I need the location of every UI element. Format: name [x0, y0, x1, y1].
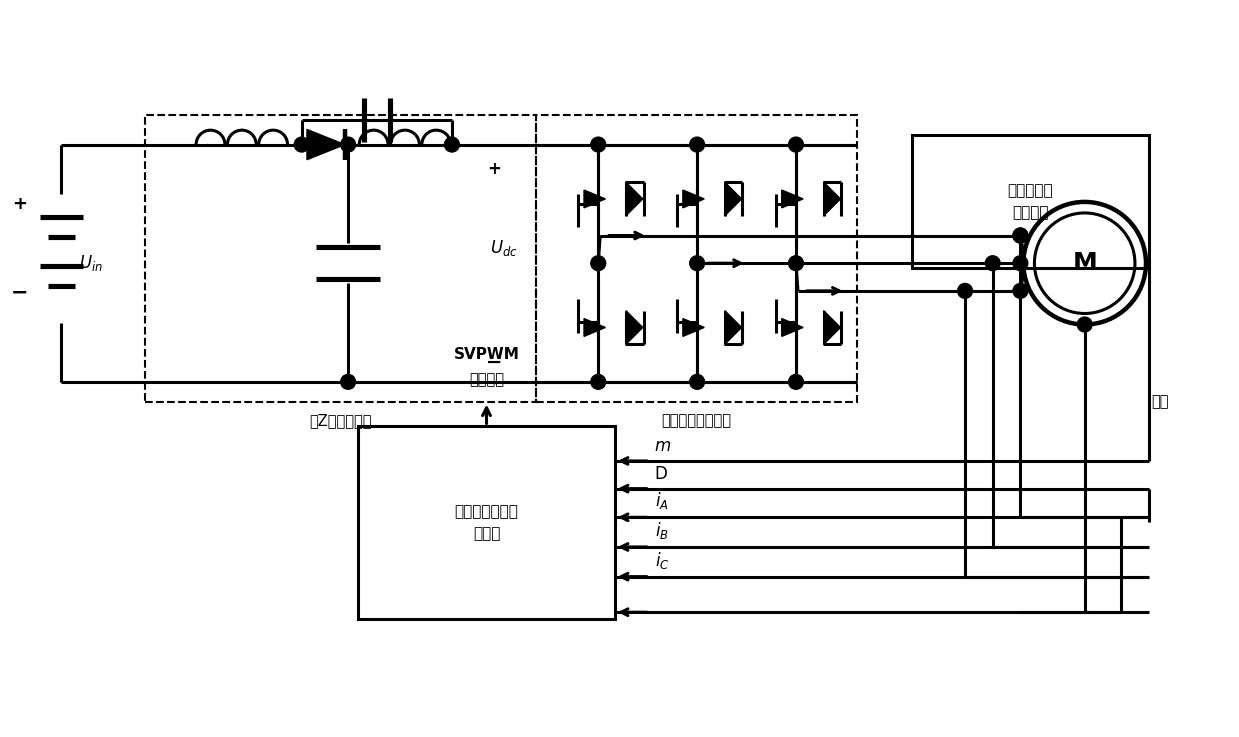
Circle shape — [1014, 228, 1028, 243]
Circle shape — [788, 137, 803, 152]
Text: +: + — [487, 160, 501, 178]
Circle shape — [341, 374, 356, 389]
Text: 最优升降压
控制系统: 最优升降压 控制系统 — [1007, 183, 1053, 220]
Polygon shape — [584, 190, 606, 208]
Circle shape — [294, 137, 309, 152]
Polygon shape — [782, 190, 803, 208]
Bar — [145, 115, 536, 402]
Polygon shape — [725, 311, 742, 344]
Text: $U_{dc}$: $U_{dc}$ — [489, 238, 518, 259]
Text: 交流电机矢量控
制系统: 交流电机矢量控 制系统 — [455, 504, 518, 542]
Text: +: + — [12, 195, 27, 213]
Circle shape — [690, 256, 705, 270]
Text: $U_{in}$: $U_{in}$ — [79, 254, 103, 273]
Text: $i_{C}$: $i_{C}$ — [654, 550, 669, 570]
Circle shape — [591, 137, 606, 152]
Circle shape — [690, 137, 705, 152]
Text: $i_{A}$: $i_{A}$ — [654, 490, 668, 511]
Circle shape — [1014, 284, 1028, 298]
Circle shape — [445, 137, 460, 152]
Circle shape — [985, 256, 1000, 270]
Circle shape — [1014, 256, 1028, 270]
Polygon shape — [782, 318, 803, 336]
Bar — [358, 426, 615, 619]
Text: 三相电压型逆变器: 三相电压型逆变器 — [662, 413, 731, 428]
Circle shape — [341, 137, 356, 152]
Polygon shape — [824, 182, 840, 216]
Polygon shape — [584, 318, 606, 336]
Circle shape — [591, 256, 606, 270]
Polygon shape — [824, 311, 840, 344]
Polygon shape — [626, 311, 643, 344]
Circle shape — [1077, 317, 1092, 332]
Text: −: − — [486, 352, 502, 371]
Circle shape — [788, 256, 803, 270]
Text: 转速: 转速 — [1151, 394, 1168, 409]
Text: 控制信号: 控制信号 — [470, 371, 504, 387]
Polygon shape — [683, 190, 704, 208]
Circle shape — [1014, 228, 1028, 243]
Text: 准Z源阻抗网络: 准Z源阻抗网络 — [310, 413, 372, 428]
Bar — [912, 135, 1149, 268]
Bar — [536, 115, 857, 402]
Circle shape — [591, 374, 606, 389]
Circle shape — [690, 374, 705, 389]
Circle shape — [958, 284, 973, 298]
Text: M: M — [1072, 251, 1097, 275]
Text: −: − — [11, 283, 28, 303]
Text: m: m — [654, 437, 670, 455]
Polygon shape — [626, 182, 643, 216]
Polygon shape — [683, 318, 704, 336]
Circle shape — [788, 374, 803, 389]
Polygon shape — [307, 130, 344, 160]
Text: SVPWM: SVPWM — [453, 347, 519, 362]
Polygon shape — [725, 182, 742, 216]
Text: $i_{B}$: $i_{B}$ — [654, 520, 669, 541]
Text: D: D — [654, 465, 668, 483]
